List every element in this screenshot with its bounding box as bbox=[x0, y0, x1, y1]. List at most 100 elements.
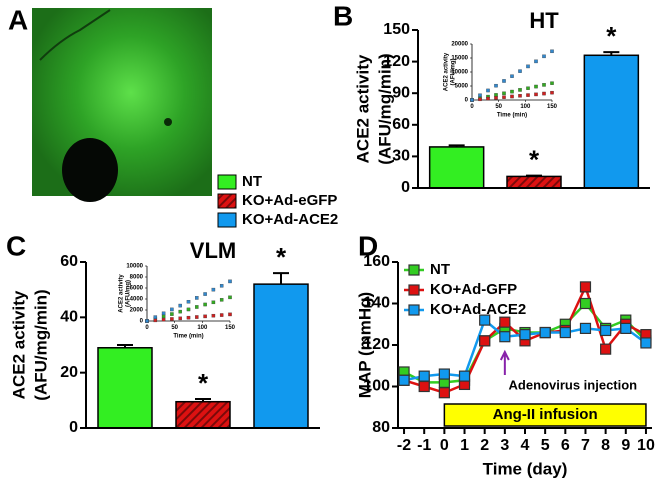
data-point bbox=[486, 88, 490, 93]
data-point bbox=[153, 315, 158, 319]
panel-label: C bbox=[6, 230, 26, 261]
data-point bbox=[559, 326, 571, 339]
data-point bbox=[398, 374, 410, 386]
data-point bbox=[438, 368, 450, 380]
legend-swatch bbox=[408, 304, 420, 316]
data-point bbox=[195, 305, 199, 309]
data-point bbox=[219, 313, 224, 317]
panel-label: A bbox=[8, 4, 28, 35]
x-tick-label: 100 bbox=[520, 104, 531, 110]
data-point bbox=[211, 300, 216, 305]
y-tick-label: 15000 bbox=[451, 56, 468, 62]
panel-label: D bbox=[358, 230, 378, 261]
y-tick-label: 20000 bbox=[451, 42, 468, 48]
data-point bbox=[519, 329, 531, 341]
x-tick-label: 7 bbox=[581, 437, 590, 454]
error-bar bbox=[273, 272, 289, 285]
x-tick-label: 0 bbox=[145, 325, 149, 331]
y-tick-label: 60 bbox=[392, 116, 410, 133]
data-point bbox=[479, 335, 491, 347]
data-point bbox=[510, 94, 514, 99]
x-tick-label: 150 bbox=[547, 104, 558, 110]
y-axis-label: ACE2 activity bbox=[353, 54, 372, 163]
y-tick-label: 90 bbox=[392, 84, 410, 101]
bar bbox=[428, 146, 485, 189]
data-point bbox=[186, 315, 191, 320]
data-point bbox=[228, 295, 232, 300]
x-tick-label: 0 bbox=[470, 104, 474, 110]
data-point bbox=[579, 297, 592, 310]
error-bar bbox=[526, 174, 542, 177]
significance-mark: * bbox=[276, 242, 287, 272]
x-tick-label: 50 bbox=[171, 325, 178, 331]
y-tick-label: 5000 bbox=[455, 84, 469, 90]
injection-arrow bbox=[499, 349, 510, 375]
data-point bbox=[494, 93, 498, 97]
y-axis-label: ACE2 activity bbox=[9, 290, 28, 399]
data-point bbox=[228, 312, 232, 317]
data-point bbox=[211, 313, 216, 318]
chart-title: HT bbox=[529, 8, 559, 33]
data-point bbox=[494, 83, 498, 88]
infusion-label: Ang-II infusion bbox=[493, 406, 598, 423]
legend-label: KO+Ad-eGFP bbox=[242, 192, 337, 209]
x-tick-label: 3 bbox=[500, 437, 509, 454]
error-bar bbox=[603, 51, 620, 56]
data-point bbox=[550, 49, 554, 54]
y-tick-label: 120 bbox=[383, 53, 410, 70]
data-point bbox=[542, 91, 546, 96]
y-tick-label: 6000 bbox=[130, 286, 144, 292]
data-point bbox=[170, 317, 174, 321]
data-point bbox=[203, 302, 207, 307]
bar bbox=[175, 400, 231, 429]
panel-label: B bbox=[333, 0, 353, 31]
data-point bbox=[170, 307, 174, 312]
data-point bbox=[203, 314, 207, 319]
infusion-period bbox=[443, 403, 647, 427]
y-tick-label: 0 bbox=[465, 98, 469, 104]
x-tick-label: 50 bbox=[495, 104, 502, 110]
x-tick-label: 1 bbox=[460, 437, 469, 454]
data-point bbox=[499, 316, 511, 328]
x-tick-label: 10 bbox=[637, 437, 655, 454]
y-axis-label: (AFU/mg/min) bbox=[31, 289, 50, 400]
legend-label: NT bbox=[242, 173, 262, 190]
y-tick-label: 2000 bbox=[130, 308, 144, 314]
x-tick-label: 4 bbox=[521, 437, 530, 454]
data-point bbox=[178, 303, 182, 308]
data-point bbox=[145, 319, 149, 323]
y-tick-label: 140 bbox=[363, 295, 390, 312]
data-point bbox=[502, 95, 506, 99]
data-point bbox=[479, 314, 491, 326]
error-bar bbox=[448, 144, 465, 147]
x-tick-label: 6 bbox=[561, 437, 570, 454]
legend-label: KO+Ad-ACE2 bbox=[242, 211, 338, 228]
legend-label: NT bbox=[430, 261, 450, 278]
x-tick-label: 2 bbox=[480, 437, 489, 454]
bar bbox=[97, 347, 153, 429]
y-tick-label: 0 bbox=[69, 419, 78, 436]
data-point bbox=[579, 281, 592, 293]
y-tick-label: 4000 bbox=[130, 297, 144, 303]
x-tick-label: -2 bbox=[397, 437, 411, 454]
data-point bbox=[458, 370, 471, 382]
legend-swatch bbox=[217, 193, 237, 209]
data-point bbox=[170, 312, 174, 316]
data-point bbox=[510, 89, 514, 94]
y-axis-label: (AFU/mg/min) bbox=[375, 53, 394, 164]
data-point bbox=[518, 88, 522, 92]
injection-label: Adenovirus injection bbox=[509, 377, 638, 392]
data-point bbox=[438, 387, 450, 399]
y-tick-label: 100 bbox=[363, 378, 390, 395]
y-axis-label: MAP (mmHg) bbox=[355, 292, 374, 398]
y-tick-label: 20 bbox=[60, 364, 78, 381]
data-point bbox=[178, 316, 182, 321]
x-tick-label: 9 bbox=[621, 437, 630, 454]
data-point bbox=[418, 370, 430, 382]
y-axis-label: ACE2 activity bbox=[119, 274, 125, 313]
data-point bbox=[203, 292, 207, 296]
y-tick-label: 0 bbox=[401, 179, 410, 196]
data-point bbox=[539, 326, 551, 339]
data-point bbox=[178, 309, 182, 314]
data-point bbox=[219, 284, 224, 288]
